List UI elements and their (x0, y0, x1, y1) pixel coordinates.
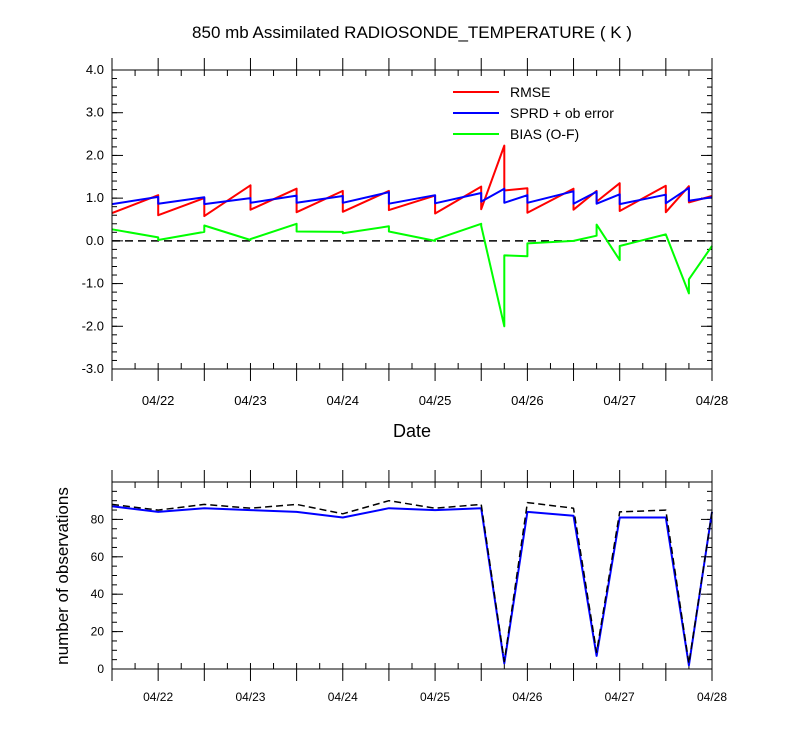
y-tick-label: 4.0 (86, 62, 104, 77)
y-tick-label: 60 (91, 550, 105, 564)
top-x-axis-label: Date (393, 421, 431, 441)
bottom-y-axis-label: number of observations (53, 487, 72, 665)
x-tick-label: 04/25 (419, 393, 452, 408)
y-tick-label: 20 (91, 625, 105, 639)
y-tick-label: 1.0 (86, 190, 104, 205)
x-tick-label: 04/26 (511, 393, 544, 408)
bottom-panel-observations: 0 20 40 60 80 04/22 04/23 04/24 04/25 04/26 04/27 0… (53, 470, 727, 704)
x-tick-label: 04/24 (326, 393, 359, 408)
series-line-bias (111, 222, 713, 328)
x-tick-label: 04/28 (697, 690, 727, 704)
x-tick-label: 04/23 (235, 690, 265, 704)
top-legend: RMSE SPRD + ob error BIAS (O-F) (453, 84, 614, 142)
series-line-sprd (111, 186, 713, 206)
x-tick-label: 04/24 (328, 690, 358, 704)
x-tick-label: 04/25 (420, 690, 450, 704)
top-axis-ticks: 4.0 3.0 2.0 1.0 0.0 -1.0 -2.0 -3.0 04/22 04/23 04/… (82, 58, 729, 408)
x-tick-label: 04/23 (234, 393, 267, 408)
x-tick-label: 04/27 (603, 393, 636, 408)
x-tick-label: 04/22 (142, 393, 175, 408)
y-tick-label: 0.0 (86, 233, 104, 248)
x-tick-label: 04/26 (512, 690, 542, 704)
legend-label-bias: BIAS (O-F) (510, 126, 579, 142)
chart-title: 850 mb Assimilated RADIOSONDE_TEMPERATUR… (192, 23, 632, 42)
top-panel-rmse-bias: 4.0 3.0 2.0 1.0 0.0 -1.0 -2.0 -3.0 04/22 04/23 04/… (82, 58, 729, 441)
y-tick-label: -1.0 (82, 276, 104, 291)
bottom-plot-frame (111, 481, 713, 670)
series-line-obs_used (111, 505, 713, 667)
y-tick-label: 2.0 (86, 147, 104, 162)
bottom-axis-ticks: 0 20 40 60 80 04/22 04/23 04/24 04/25 04/26 04/27 0… (91, 470, 727, 704)
legend-label-rmse: RMSE (510, 84, 550, 100)
legend-label-sprd: SPRD + ob error (510, 105, 614, 121)
y-tick-label: -3.0 (82, 361, 104, 376)
top-plot-frame (111, 69, 713, 370)
series-line-rmse (111, 144, 713, 218)
y-tick-label: -2.0 (82, 318, 104, 333)
y-tick-label: 80 (91, 512, 105, 526)
y-tick-label: 3.0 (86, 105, 104, 120)
x-tick-label: 04/27 (605, 690, 635, 704)
y-tick-label: 0 (97, 662, 104, 676)
top-series-group (111, 144, 713, 328)
x-tick-label: 04/28 (696, 393, 729, 408)
bottom-series-group (111, 499, 713, 667)
x-tick-label: 04/22 (143, 690, 173, 704)
y-tick-label: 40 (91, 587, 105, 601)
series-line-obs_possible (111, 499, 713, 665)
